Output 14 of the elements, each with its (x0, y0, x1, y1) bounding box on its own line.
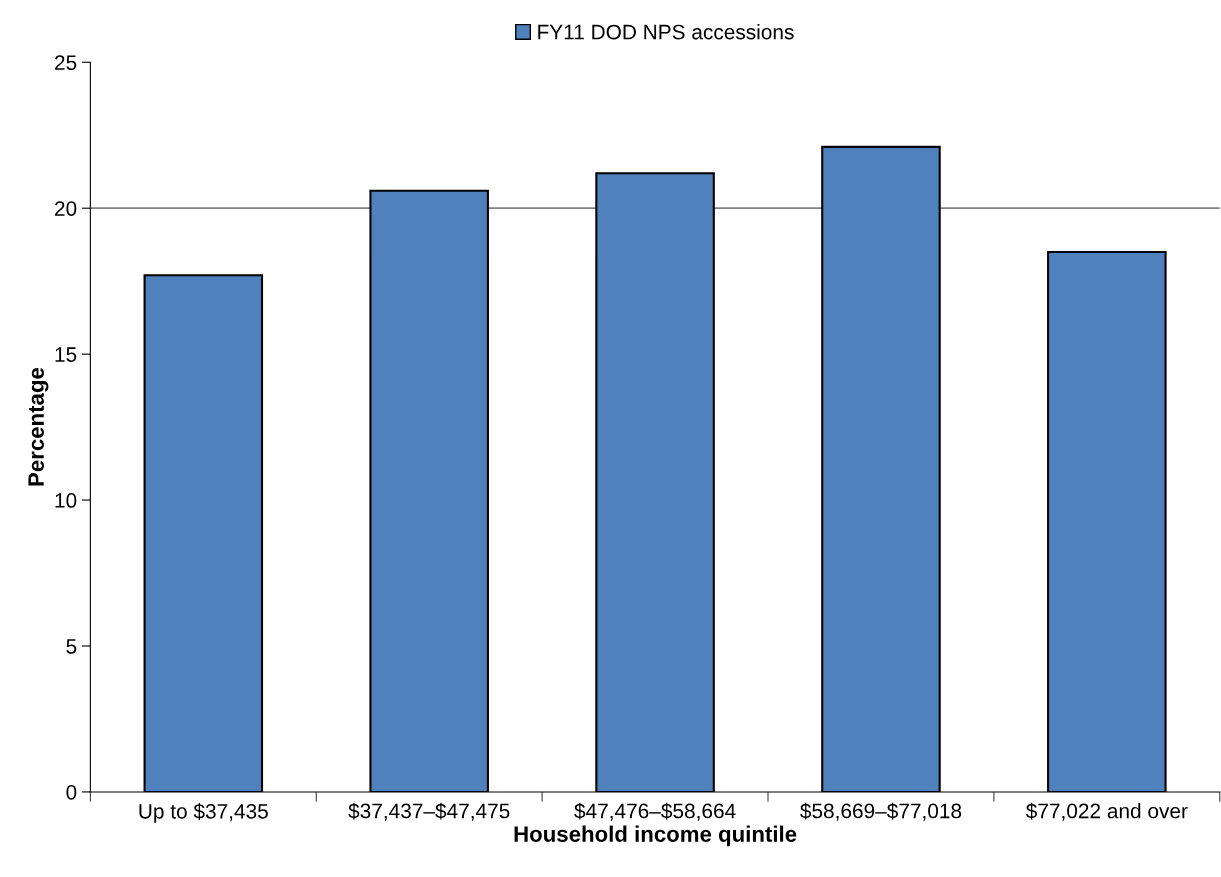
y-tick-label: 20 (55, 201, 77, 216)
y-tick-label: 0 (66, 784, 77, 800)
x-tick-label: $77,022 and over (1025, 802, 1188, 821)
legend-label: FY11 DOD NPS accessions (538, 24, 794, 40)
x-tick-label: $47,476–$58,664 (574, 802, 736, 821)
y-tick-label: 25 (55, 55, 77, 71)
x-tick-label: $37,437–$47,475 (348, 802, 510, 821)
y-axis-title: Percentage (28, 367, 49, 486)
x-tick-label: $58,669–$77,018 (800, 802, 962, 821)
y-tick-label: 15 (55, 347, 77, 362)
x-axis-title: Household income quintile (514, 825, 797, 847)
y-tick-label: 5 (66, 639, 77, 654)
x-tick-label: Up to $37,435 (139, 803, 268, 823)
y-tick-label: 10 (55, 493, 77, 508)
